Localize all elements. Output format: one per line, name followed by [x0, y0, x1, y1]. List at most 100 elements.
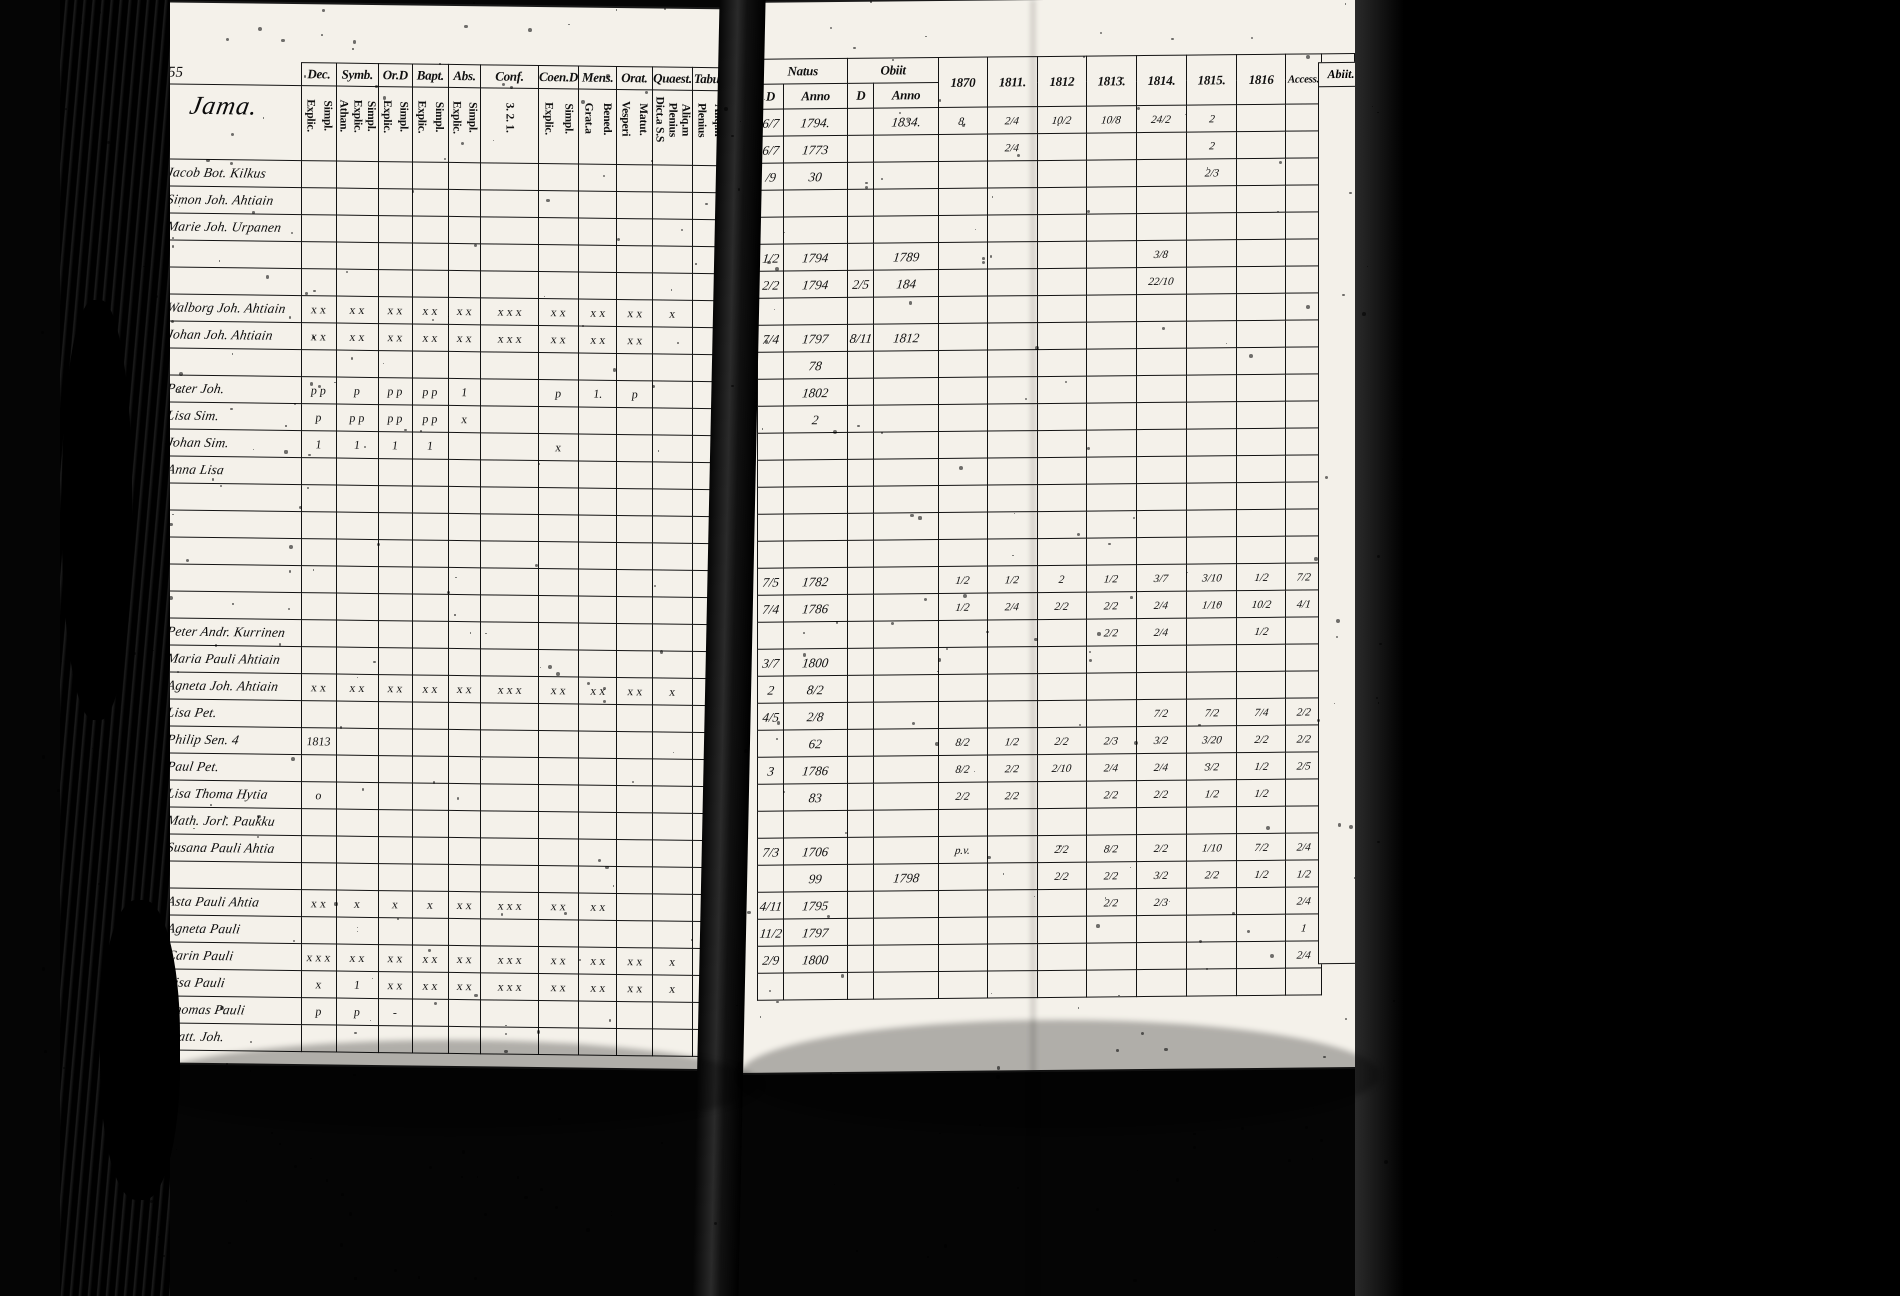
scan-speck [608, 1019, 612, 1022]
left-mark-cell [299, 511, 339, 540]
scan-speck [657, 450, 660, 452]
scan-speck [536, 1030, 541, 1034]
left-mark-cell [614, 353, 655, 381]
left-page-leaf: 55 Jama. Dec. Symb. Or.D Bapt. Abs. Conf. Coen… [148, 2, 762, 1070]
scan-speck [783, 232, 785, 234]
scan-speck [911, 721, 916, 726]
year-value-cell: 2/2 [1084, 888, 1139, 917]
scan-speck [219, 484, 223, 488]
left-mark-cell [614, 245, 655, 273]
year-value-cell: 2/2 [1084, 780, 1139, 809]
scan-speck [1403, 725, 1407, 729]
scan-speck [152, 650, 154, 652]
scan-speck [892, 59, 895, 61]
scan-speck [761, 428, 764, 430]
scan-speck [1414, 1263, 1417, 1265]
left-mark-cell [446, 567, 483, 595]
left-mark-cell: x x [334, 674, 381, 702]
right-obiit-d-cell [846, 459, 876, 487]
scan-speck [92, 1195, 97, 1199]
right-natus-anno-cell [781, 513, 850, 542]
scan-speck [1423, 296, 1426, 299]
scan-speck [1377, 840, 1381, 844]
year-value-cell: 3/2 [1134, 726, 1189, 754]
left-mark-cell [576, 353, 619, 381]
left-mark-cell [334, 188, 381, 216]
scan-speck [1171, 37, 1174, 41]
scan-speck [357, 930, 359, 933]
left-subheader-line: Athan. [337, 99, 350, 132]
scan-speck [776, 737, 778, 740]
left-mark-cell [334, 458, 381, 486]
left-row-name-cell [160, 239, 302, 269]
scan-speck [959, 465, 964, 470]
left-mark-cell: x x [614, 326, 655, 354]
scan-speck [460, 1175, 464, 1178]
year-value-cell [936, 971, 990, 999]
scan-speck [115, 192, 119, 197]
scan-speck [245, 1200, 248, 1203]
scan-speck [864, 185, 868, 189]
scan-speck [461, 1150, 466, 1154]
scan-speck [454, 614, 456, 616]
year-value-cell [936, 539, 990, 567]
scan-speck [616, 238, 620, 242]
scan-speck [602, 174, 605, 177]
left-subheader-line: Matut. [637, 103, 650, 136]
scan-speck [659, 650, 664, 654]
left-mark-cell [299, 484, 339, 513]
scan-speck [1088, 659, 1092, 663]
scan-speck [145, 86, 149, 89]
left-subheader-line: Explic. [351, 99, 364, 133]
scan-speck [1164, 1047, 1168, 1051]
year-value-cell: 10/2 [1035, 106, 1089, 134]
year-value-cell: 3/10 [1184, 563, 1239, 592]
left-mark-cell [536, 271, 581, 299]
right-natus-anno-cell: 2/8 [781, 702, 850, 731]
left-mark-cell [536, 487, 581, 515]
right-natus-anno-cell: 1795 [781, 891, 850, 920]
scan-speck [163, 1255, 165, 1257]
scan-speck [334, 381, 337, 384]
scan-speck [307, 487, 309, 490]
right-obiit-anno-cell [872, 674, 940, 703]
right-obiit-d-cell [846, 351, 876, 379]
left-mark-cell: x x x [478, 972, 541, 1001]
scan-speck [829, 1072, 832, 1075]
scan-speck [80, 22, 83, 25]
binding-blob-2 [100, 900, 180, 1200]
left-mark-cell: x x [410, 297, 451, 325]
left-mark-cell [650, 623, 695, 652]
year-value-cell: 2/3 [1134, 888, 1189, 916]
left-mark-cell [576, 1001, 619, 1029]
scan-speck [318, 384, 322, 388]
left-row-name-cell: Maria Pauli Ahtiain4 [148, 644, 302, 674]
scan-speck [1013, 512, 1016, 515]
scan-speck [288, 316, 291, 319]
scan-speck [143, 265, 145, 267]
scan-speck [833, 429, 838, 434]
scan-speck [1003, 81, 1005, 83]
scan-speck [348, 1211, 353, 1216]
year-value-cell [1084, 267, 1139, 296]
scan-speck [278, 643, 281, 646]
right-natus-d-cell: 2 [755, 675, 786, 704]
scan-speck [1317, 719, 1321, 723]
year-value-cell [1134, 348, 1189, 376]
left-mark-cell: p [334, 377, 381, 405]
left-mark-cell [536, 865, 581, 893]
scan-speck [564, 912, 567, 915]
left-mark-cell: x x [376, 323, 415, 351]
scan-speck [492, 139, 495, 142]
left-mark-cell [478, 729, 541, 758]
right-obiit-anno-cell: 184 [872, 269, 940, 298]
left-subheader-line: Simpl. [321, 100, 334, 131]
scan-speck [991, 992, 993, 994]
left-mark-cell: 1 [410, 432, 451, 460]
year-value-cell [936, 458, 990, 486]
left-mark-cell [299, 187, 339, 216]
left-mark-cell [478, 756, 541, 785]
scan-speck [231, 353, 234, 355]
scan-speck [773, 309, 775, 311]
left-mark-cell [478, 162, 541, 191]
